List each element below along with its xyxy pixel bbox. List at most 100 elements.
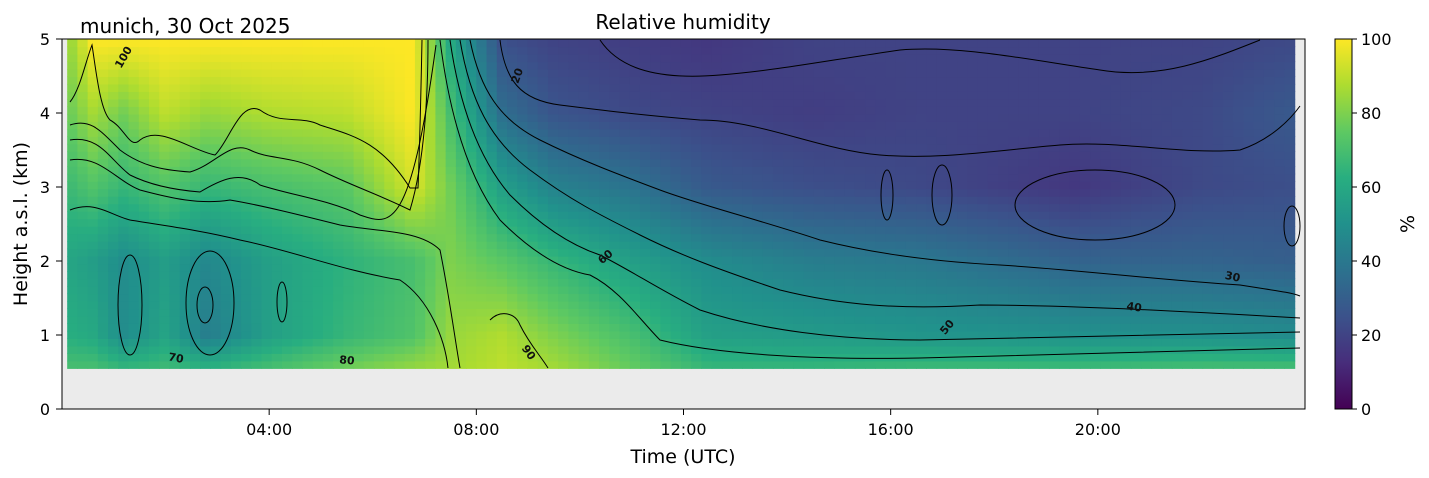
heatmap-cell [118, 136, 130, 145]
heatmap-cell [1141, 315, 1153, 324]
heatmap-cell [1202, 263, 1214, 272]
heatmap-cell [271, 158, 283, 167]
heatmap-cell [312, 76, 324, 85]
heatmap-cell [762, 330, 774, 339]
heatmap-cell [87, 151, 99, 160]
heatmap-cell [1151, 226, 1163, 235]
heatmap-cell [905, 330, 917, 339]
heatmap-cell [1090, 113, 1101, 122]
heatmap-cell [824, 76, 835, 85]
heatmap-cell [1110, 143, 1122, 152]
heatmap-cell [97, 293, 109, 302]
heatmap-cell [742, 263, 754, 272]
heatmap-cell [179, 166, 191, 175]
heatmap-cell [599, 196, 610, 205]
heatmap-cell [1090, 61, 1101, 70]
heatmap-cell [558, 256, 569, 265]
heatmap-cell [578, 76, 590, 85]
heatmap-cell [527, 143, 539, 152]
heatmap-cell [547, 360, 559, 369]
heatmap-cell [1028, 181, 1040, 190]
heatmap-cell [1202, 203, 1214, 212]
heatmap-cell [957, 285, 968, 295]
heatmap-cell [251, 113, 263, 122]
heatmap-cell [588, 203, 600, 212]
heatmap-cell [394, 143, 406, 152]
heatmap-cell [77, 151, 89, 160]
heatmap-cell [292, 323, 304, 332]
heatmap-cell [517, 323, 529, 332]
heatmap-cell [629, 323, 641, 332]
heatmap-cell [138, 300, 150, 310]
heatmap-cell [108, 196, 119, 205]
heatmap-cell [404, 188, 416, 197]
heatmap-cell [261, 121, 273, 130]
heatmap-cell [1079, 128, 1091, 137]
heatmap-cell [138, 233, 150, 242]
heatmap-cell [772, 91, 784, 100]
heatmap-cell [854, 315, 866, 324]
heatmap-cell [189, 218, 201, 227]
heatmap-cell [895, 308, 907, 317]
heatmap-cell [691, 285, 702, 295]
heatmap-cell [384, 360, 396, 369]
heatmap-cell [1090, 248, 1101, 257]
heatmap-cell [885, 353, 897, 362]
heatmap-cell [322, 338, 334, 347]
heatmap-cell [189, 293, 201, 302]
heatmap-cell [333, 211, 344, 220]
heatmap-cell [1151, 106, 1163, 115]
heatmap-cell [1141, 106, 1153, 115]
heatmap-cell [599, 91, 610, 100]
heatmap-cell [466, 181, 477, 190]
heatmap-cell [813, 68, 825, 78]
heatmap-cell [1100, 61, 1112, 70]
heatmap-cell [97, 248, 109, 257]
heatmap-cell [1018, 338, 1030, 347]
heatmap-cell [772, 218, 784, 227]
heatmap-cell [1202, 173, 1214, 182]
heatmap-cell [783, 315, 795, 324]
heatmap-cell [865, 68, 876, 78]
heatmap-cell [977, 173, 989, 182]
heatmap-cell [230, 360, 242, 369]
heatmap-cell [466, 285, 477, 295]
heatmap-cell [281, 61, 293, 70]
heatmap-cell [1079, 211, 1091, 220]
heatmap-cell [200, 278, 211, 287]
heatmap-cell [149, 338, 160, 347]
heatmap-cell [384, 173, 396, 182]
heatmap-cell [292, 39, 304, 48]
heatmap-cell [169, 323, 181, 332]
heatmap-cell [312, 151, 324, 160]
heatmap-cell [241, 345, 252, 354]
heatmap-cell [844, 330, 856, 339]
heatmap-cell [824, 285, 835, 295]
heatmap-cell [394, 151, 406, 160]
heatmap-cell [435, 151, 447, 160]
heatmap-cell [486, 263, 498, 272]
heatmap-cell [292, 106, 304, 115]
heatmap-cell [558, 91, 569, 100]
heatmap-cell [936, 211, 948, 220]
heatmap-cell [946, 173, 958, 182]
heatmap-cell [1161, 233, 1173, 242]
heatmap-cell [1192, 151, 1204, 160]
heatmap-cell [1079, 113, 1091, 122]
heatmap-cell [97, 338, 109, 347]
heatmap-cell [875, 61, 887, 70]
heatmap-cell [455, 188, 467, 197]
heatmap-cell [803, 53, 815, 63]
heatmap-cell [108, 345, 119, 354]
heatmap-cell [998, 226, 1009, 235]
heatmap-cell [138, 360, 150, 369]
heatmap-cell [271, 68, 283, 78]
heatmap-cell [680, 46, 692, 55]
heatmap-cell [1100, 353, 1112, 362]
heatmap-cell [527, 360, 539, 369]
heatmap-cell [1069, 173, 1081, 182]
heatmap-cell [77, 121, 89, 130]
heatmap-cell [486, 278, 498, 287]
heatmap-cell [281, 233, 293, 242]
heatmap-cell [568, 203, 580, 212]
